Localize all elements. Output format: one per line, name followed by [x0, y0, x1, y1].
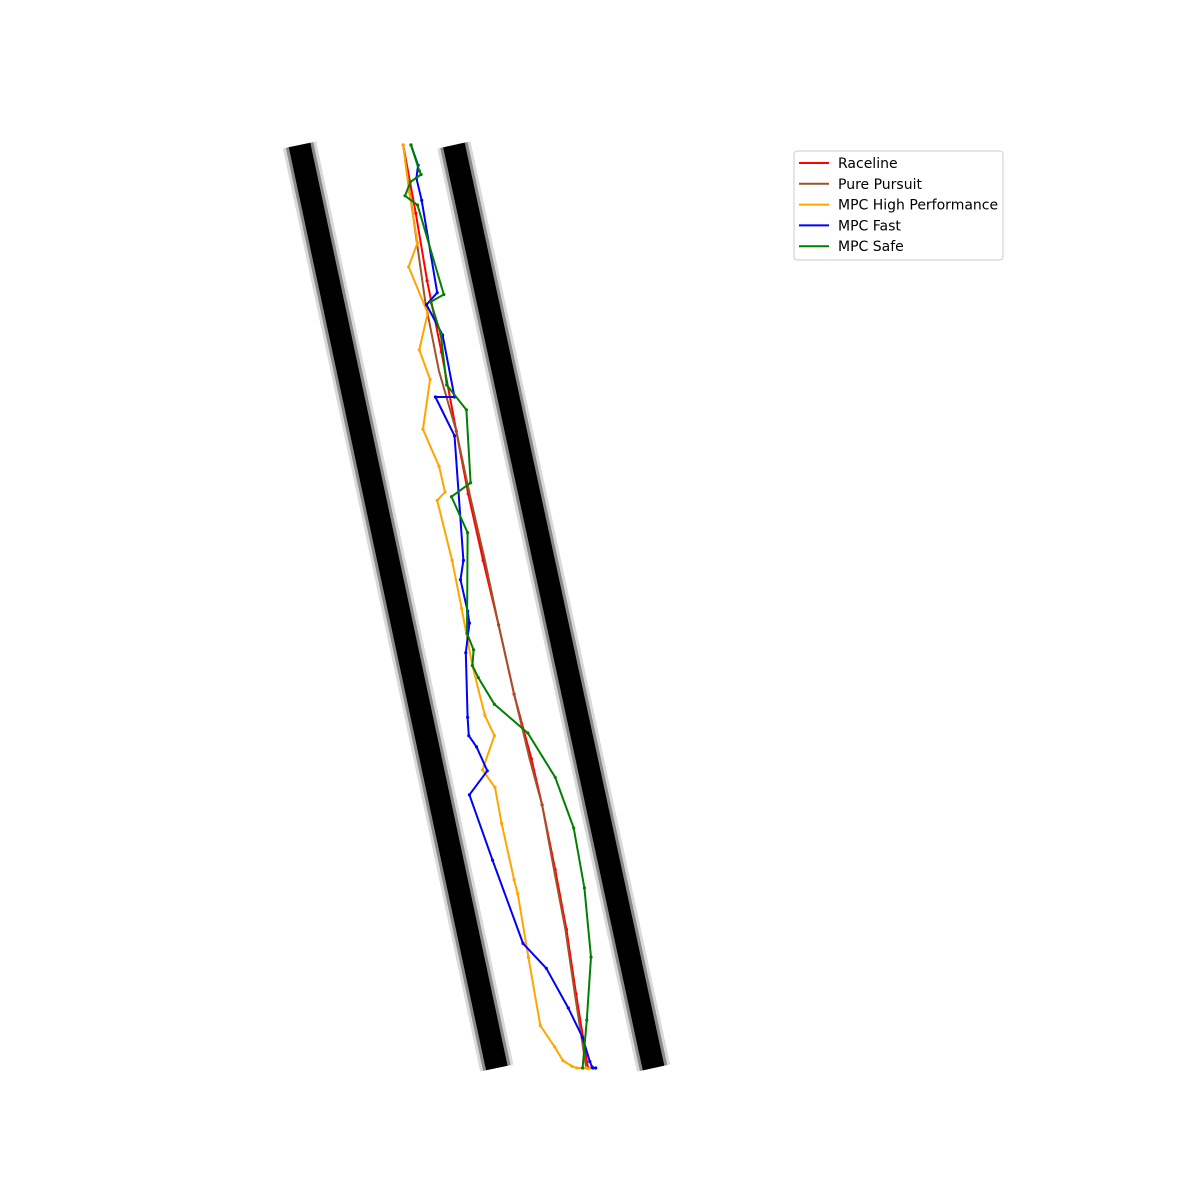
data-point — [435, 498, 439, 502]
data-point — [526, 731, 530, 735]
data-point — [500, 821, 504, 826]
data-point — [417, 169, 421, 173]
data-point — [417, 348, 421, 352]
data-point — [480, 768, 485, 772]
data-point — [491, 858, 495, 862]
data-point — [526, 955, 531, 959]
data-point — [465, 631, 469, 635]
data-point — [437, 464, 441, 468]
data-point — [452, 434, 457, 438]
data-point — [464, 651, 468, 655]
data-point — [443, 490, 447, 494]
series-line-mpc-safe — [404, 144, 592, 1069]
data-point — [460, 606, 464, 610]
data-point — [472, 648, 476, 652]
data-point — [516, 892, 520, 896]
data-point — [594, 1066, 598, 1070]
legend: Raceline Pure Pursuit MPC High Performance… — [793, 150, 1004, 261]
data-point — [561, 1059, 565, 1063]
legend-box — [793, 150, 1004, 261]
data-point — [575, 1066, 579, 1070]
data-point — [403, 194, 407, 198]
data-point — [458, 578, 463, 582]
legend-item-pure-pursuit: Pure Pursuit — [799, 177, 922, 193]
data-point — [521, 941, 525, 946]
data-point — [419, 172, 423, 177]
data-point — [553, 1045, 557, 1049]
track-wall-left — [282, 141, 514, 1072]
data-point — [584, 1066, 588, 1070]
data-point — [467, 734, 471, 738]
data-point — [589, 955, 593, 959]
data-point — [425, 279, 429, 283]
data-point — [428, 377, 432, 381]
data-point — [426, 311, 430, 315]
track-walls — [282, 141, 671, 1072]
data-point — [469, 481, 473, 485]
data-point — [449, 495, 454, 499]
data-point — [476, 676, 480, 680]
legend-item-mpc-fast: MPC Fast — [799, 218, 901, 234]
data-point — [401, 143, 405, 147]
data-point — [466, 531, 470, 535]
data-point — [585, 1018, 589, 1022]
data-point — [464, 408, 468, 412]
data-point — [467, 621, 471, 625]
data-point — [414, 211, 418, 215]
series-mpc-high-performance — [401, 143, 593, 1070]
data-point — [492, 702, 496, 706]
series-pure-pursuit — [402, 144, 588, 1069]
data-point — [570, 1064, 574, 1068]
data-point — [439, 332, 443, 336]
data-point — [581, 1035, 585, 1040]
legend-label: Raceline — [838, 156, 898, 172]
track-wall-right — [437, 141, 671, 1072]
data-point — [474, 745, 479, 749]
data-point — [470, 664, 474, 668]
data-point — [420, 198, 424, 202]
data-point — [407, 265, 411, 269]
data-point — [433, 395, 437, 399]
data-point — [538, 1023, 542, 1028]
data-point — [581, 1066, 585, 1070]
data-point — [407, 190, 411, 194]
data-point — [582, 886, 587, 890]
data-point — [421, 427, 425, 431]
data-point — [492, 734, 496, 738]
data-point — [588, 1059, 592, 1064]
legend-label: MPC Safe — [838, 239, 904, 255]
legend-item-mpc-high-performance: MPC High Performance — [799, 198, 998, 214]
data-point — [408, 180, 412, 184]
data-point — [466, 715, 470, 719]
data-point — [483, 713, 487, 718]
data-point — [591, 1066, 595, 1070]
data-point — [409, 143, 413, 147]
data-point — [424, 303, 429, 307]
legend-label: MPC Fast — [838, 218, 901, 234]
data-point — [572, 826, 576, 830]
legend-item-mpc-safe: MPC Safe — [799, 239, 904, 255]
data-point — [566, 1006, 570, 1010]
legend-item-raceline: Raceline — [799, 156, 898, 172]
data-point — [512, 878, 516, 882]
series-mpc-safe — [403, 143, 593, 1070]
data-point — [415, 241, 420, 245]
legend-label: MPC High Performance — [838, 198, 998, 214]
data-point — [442, 292, 446, 297]
data-point — [415, 203, 420, 207]
data-point — [445, 383, 449, 387]
data-point — [544, 966, 548, 970]
data-point — [450, 558, 454, 563]
data-point — [485, 769, 489, 773]
data-point — [493, 785, 497, 790]
data-point — [435, 291, 439, 295]
data-point — [467, 793, 471, 797]
trajectory-series — [401, 143, 598, 1070]
data-point — [553, 775, 557, 779]
data-point — [429, 300, 433, 304]
series-line-pure-pursuit — [402, 144, 588, 1069]
data-point — [461, 558, 465, 563]
legend-label: Pure Pursuit — [838, 177, 922, 193]
